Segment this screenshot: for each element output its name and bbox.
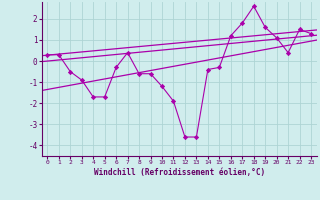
X-axis label: Windchill (Refroidissement éolien,°C): Windchill (Refroidissement éolien,°C) [94, 168, 265, 177]
